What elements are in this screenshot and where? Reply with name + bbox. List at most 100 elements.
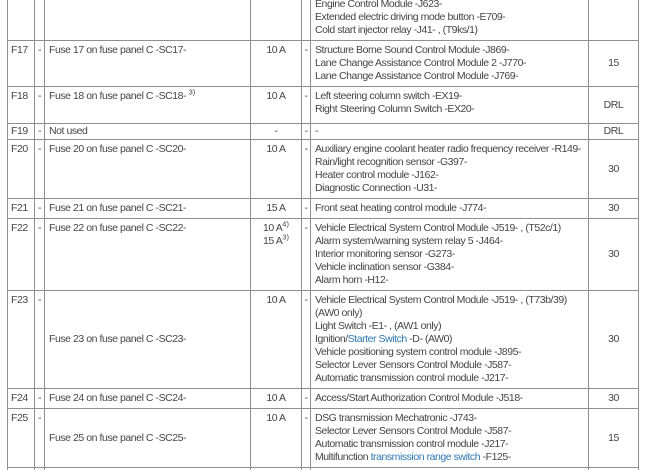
components-cell: Left steering column switch -EX19- Right… xyxy=(310,86,589,124)
components-cell: Auxiliary engine coolant heater radio fr… xyxy=(310,139,589,199)
fuse-id-cell: F22 xyxy=(7,218,35,291)
component-dash-cell: - xyxy=(301,218,311,291)
component-line: Vehicle Electrical System Control Module… xyxy=(315,222,561,234)
component-line: Extended electric driving mode button -E… xyxy=(315,11,506,23)
amperage-cell: 10 A4) 15 A3) xyxy=(250,218,302,291)
rating-cell: 30 xyxy=(588,290,639,389)
component-dash-cell: - xyxy=(301,123,311,140)
fuse-desc-cell: Fuse 20 on fuse panel C -SC20- xyxy=(44,139,251,199)
component-line: Left steering column switch -EX19- xyxy=(315,90,462,102)
table-row: Engine Control Module -J623- Extended el… xyxy=(7,0,639,41)
fuse-desc-cell xyxy=(44,467,251,470)
components-cell: Front seat heating control module -J774- xyxy=(310,198,589,219)
component-line: Diagnostic Connection -U31- xyxy=(315,182,438,194)
note-dash-cell: - xyxy=(34,86,45,124)
components-cell: Access/Start Authorization Control Modul… xyxy=(310,388,589,409)
amperage-cell xyxy=(250,0,302,41)
fuse-id-cell: F17 xyxy=(7,40,35,87)
component-line: Ignition/Starter Switch -D- (AW0) xyxy=(315,333,453,345)
component-dash-cell: - xyxy=(301,290,311,389)
component-line: Lane Change Assistance Control Module 2 … xyxy=(315,57,527,69)
amperage-cell: 10 A xyxy=(250,139,302,199)
fuse-id-cell: F21 xyxy=(7,198,35,219)
components-cell: Structure Borne Sound Control Module -J8… xyxy=(310,40,589,87)
amperage-cell: - xyxy=(250,123,302,140)
table-row: F19 - Not used - - - DRL xyxy=(7,123,639,140)
rating-cell: DRL xyxy=(588,123,639,140)
fuse-desc-cell: Fuse 18 on fuse panel C -SC18- 3) xyxy=(44,86,251,124)
components-cell: Vehicle Electrical System Control Module… xyxy=(310,218,589,291)
table-row: F23 - Fuse 23 on fuse panel C -SC23- 10 … xyxy=(7,290,639,389)
fuse-id-cell: F23 xyxy=(7,290,35,389)
note-dash-cell xyxy=(34,0,45,41)
amperage-cell: 10 A xyxy=(250,86,302,124)
component-line: Automatic transmission control module -J… xyxy=(315,372,509,384)
component-line: Alarm system/warning system relay 5 -J46… xyxy=(315,235,503,247)
table-row: F21 - Fuse 21 on fuse panel C -SC21- 15 … xyxy=(7,198,639,219)
footnote-marker: 3) xyxy=(188,87,196,97)
fuse-desc-cell xyxy=(44,0,251,41)
table-row: F25 - Fuse 25 on fuse panel C -SC25- 10 … xyxy=(7,408,639,468)
component-dash-cell: - xyxy=(301,198,311,219)
amperage-cell: 10 A xyxy=(250,408,302,468)
fuse-id-cell xyxy=(7,0,35,41)
component-line: Access/Start Authorization Control Modul… xyxy=(315,392,523,404)
fuse-desc-cell: Not used xyxy=(44,123,251,140)
component-line: Front seat heating control module -J774- xyxy=(315,202,487,214)
rating-cell: 30 xyxy=(588,139,639,199)
fuse-desc-cell: Fuse 25 on fuse panel C -SC25- xyxy=(44,408,251,468)
component-line: Selector Lever Sensors Control Module -J… xyxy=(315,359,512,371)
table-row: F22 - Fuse 22 on fuse panel C -SC22- 10 … xyxy=(7,218,639,291)
fuse-id-cell: F19 xyxy=(7,123,35,140)
component-line: Multifunction transmission range switch … xyxy=(315,451,511,463)
component-line: Cold start injector relay -J41- , (T9ks/… xyxy=(315,24,478,36)
rating-cell: 15 xyxy=(588,40,639,87)
fuse-desc-cell: Fuse 24 on fuse panel C -SC24- xyxy=(44,388,251,409)
rating-cell xyxy=(588,0,639,41)
fuse-id-cell: F24 xyxy=(7,388,35,409)
footnote-marker: 4) xyxy=(282,219,289,229)
component-line: Vehicle Electrical System Control Module… xyxy=(315,294,567,319)
fuse-id-cell: F18 xyxy=(7,86,35,124)
components-cell: Engine Control Module -J623- Extended el… xyxy=(310,0,589,41)
component-line: - xyxy=(315,125,319,137)
fuse-desc-cell: Fuse 21 on fuse panel C -SC21- xyxy=(44,198,251,219)
component-line: Lane Change Assistance Control Module -J… xyxy=(315,70,519,82)
fuse-desc-cell: Fuse 22 on fuse panel C -SC22- xyxy=(44,218,251,291)
rating-cell: 30 xyxy=(588,388,639,409)
component-line: Vehicle inclination sensor -G384- xyxy=(315,261,454,273)
table-row xyxy=(7,467,639,470)
component-dash-cell: - xyxy=(301,388,311,409)
starter-switch-link[interactable]: Starter Switch xyxy=(347,333,408,345)
component-line: Automatic transmission control module -J… xyxy=(315,438,509,450)
component-line: Structure Borne Sound Control Module -J8… xyxy=(315,44,510,56)
amperage-line: 10 A4) xyxy=(263,219,289,234)
amperage-line: 15 A3) xyxy=(263,232,289,247)
component-line: Heater control module -J162- xyxy=(315,169,439,181)
note-dash-cell: - xyxy=(34,139,45,199)
component-line: Selector Lever Sensors Control Module -J… xyxy=(315,425,512,437)
component-line: Right Steering Column Switch -EX20- xyxy=(315,103,475,115)
rating-cell: 15 xyxy=(588,408,639,468)
component-line: Alarm horn -H12- xyxy=(315,274,389,286)
rating-cell: DRL xyxy=(588,86,639,124)
amperage-cell: 10 A xyxy=(250,40,302,87)
component-dash-cell xyxy=(301,0,311,41)
transmission-range-switch-link[interactable]: transmission range switch xyxy=(370,451,481,463)
component-line: DSG transmission Mechatronic -J743- xyxy=(315,412,477,424)
component-dash-cell: - xyxy=(301,408,311,468)
rating-cell: 30 xyxy=(588,198,639,219)
component-dash-cell: - xyxy=(301,139,311,199)
footnote-marker: 3) xyxy=(282,232,289,242)
fuse-desc-text: Fuse 18 on fuse panel C -SC18- xyxy=(49,90,189,102)
note-dash-cell: - xyxy=(34,218,45,291)
fuse-desc-cell: Fuse 17 on fuse panel C -SC17- xyxy=(44,40,251,87)
component-dash-cell: - xyxy=(301,86,311,124)
fuse-id-cell xyxy=(7,467,35,470)
component-dash-cell xyxy=(301,467,311,470)
amperage-cell xyxy=(250,467,302,470)
components-cell: Vehicle Electrical System Control Module… xyxy=(310,290,589,389)
table-row: F20 - Fuse 20 on fuse panel C -SC20- 10 … xyxy=(7,139,639,199)
component-line: Engine Control Module -J623- xyxy=(315,0,442,10)
amperage-cell: 10 A xyxy=(250,290,302,389)
